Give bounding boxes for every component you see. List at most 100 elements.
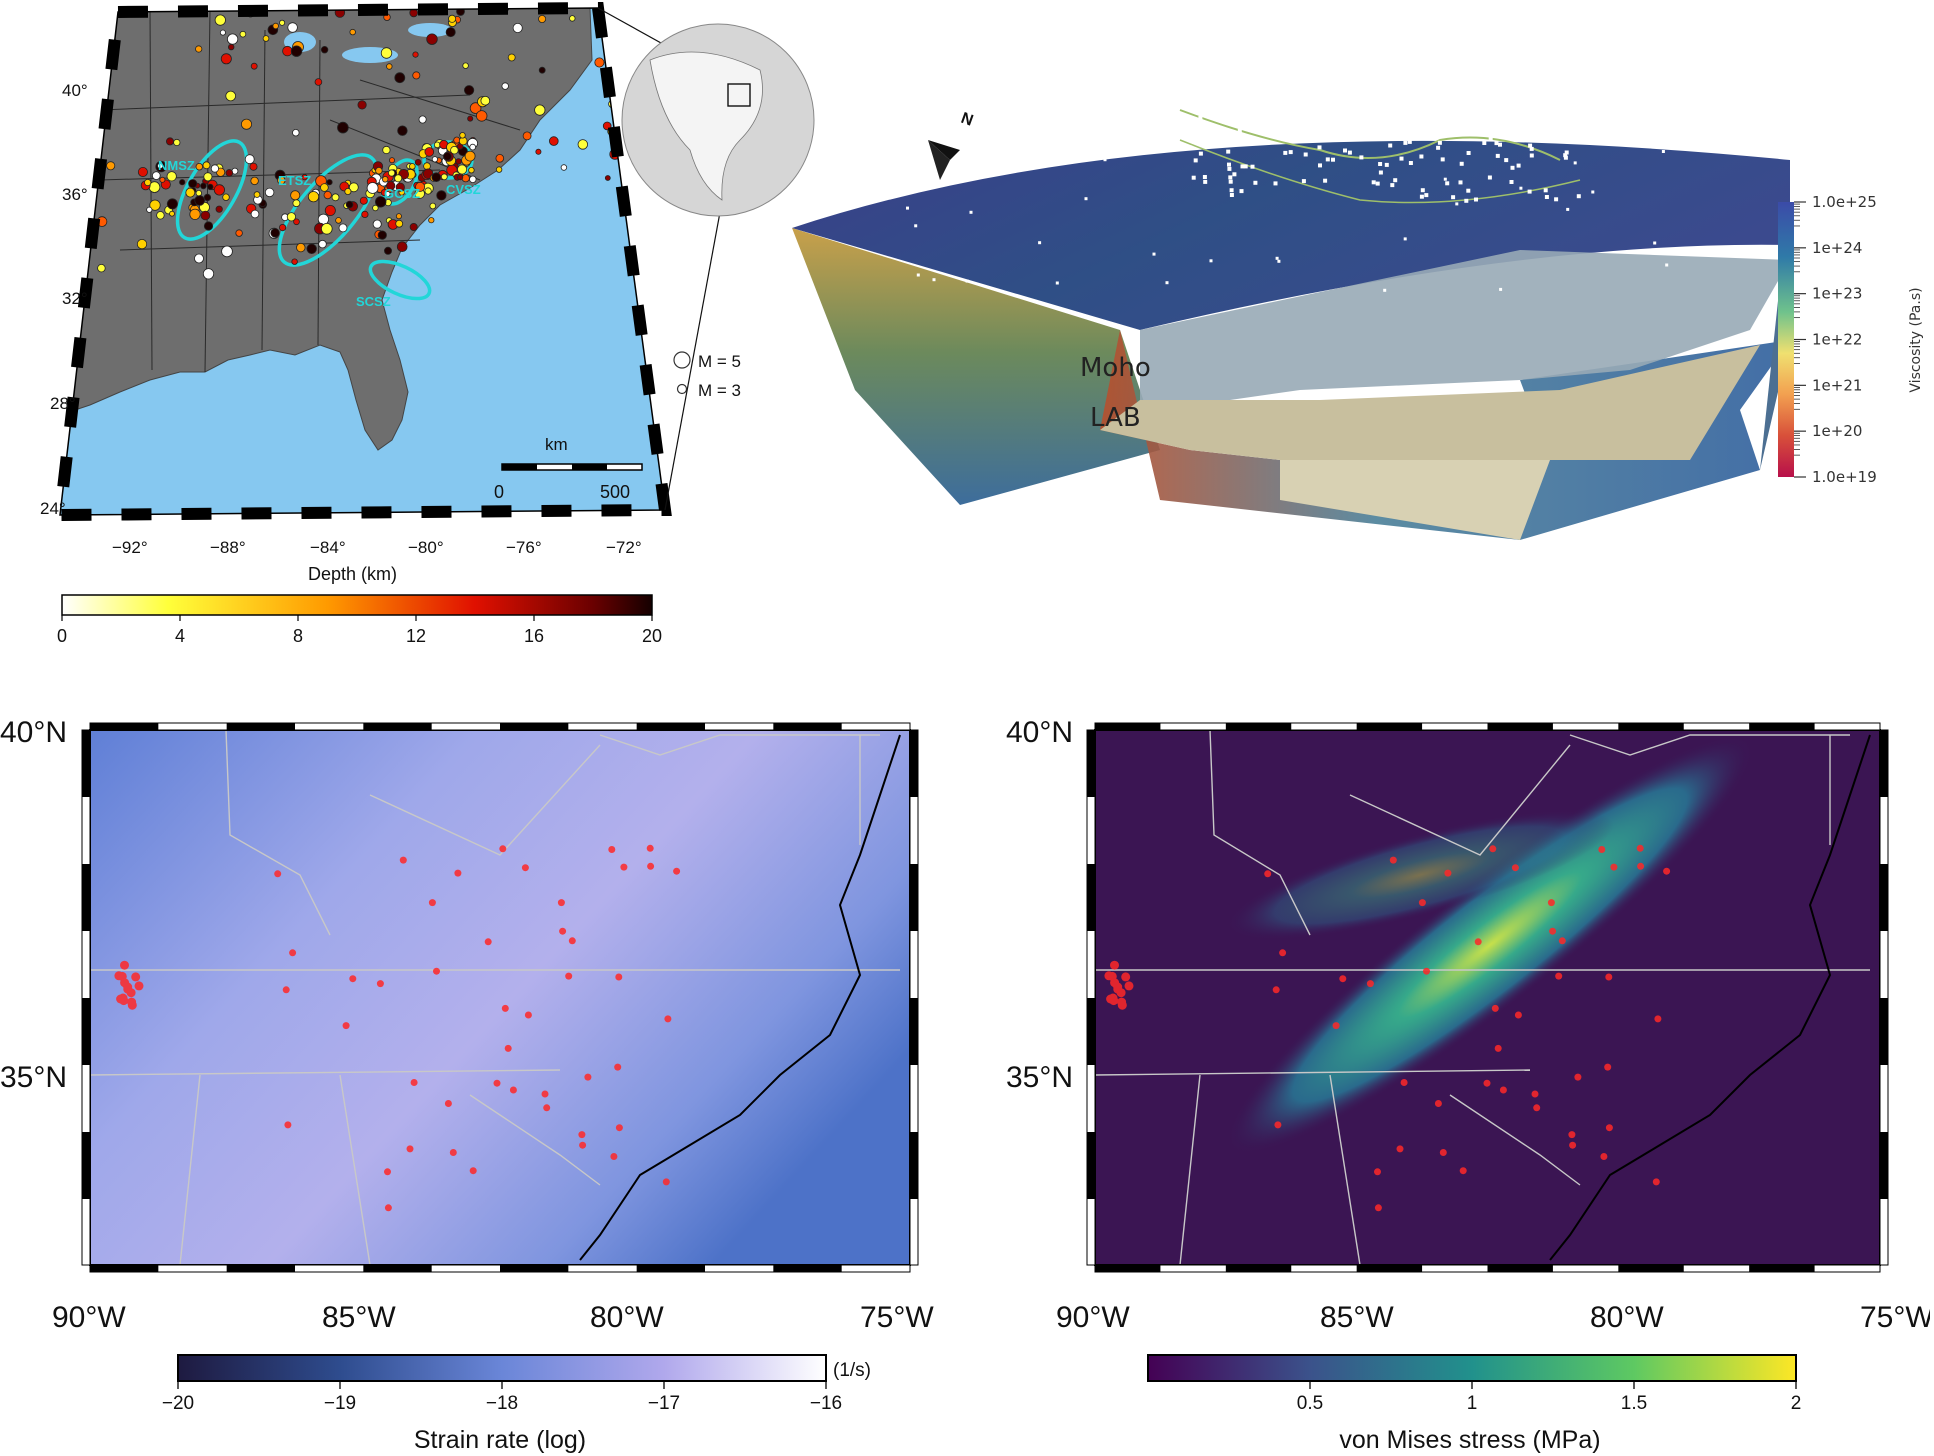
legend-m5: M = 5 <box>698 352 741 371</box>
earthquake-dot <box>1272 986 1280 994</box>
earthquake-dot <box>408 163 416 170</box>
earthquake-dot <box>253 191 261 198</box>
earthquake-dot <box>314 78 323 86</box>
earthquake-dot <box>445 27 456 38</box>
earthquake-dot <box>548 136 559 146</box>
panel-von-mises: 40°N 35°N 90°W 85°W 80°W 75°W 0.5 1 1.5 2 v… <box>970 715 1930 1455</box>
earthquake-dot <box>120 960 129 970</box>
earthquake-dot <box>543 1104 551 1112</box>
earthquake-dot <box>18 34 25 41</box>
surface-quake <box>1283 150 1288 155</box>
inset-extent-box <box>727 83 751 107</box>
earthquake-dot <box>366 182 379 194</box>
viscosity-colorbar-ticks: 1.0e+25 1e+24 1e+23 1e+22 1e+21 1e+20 1.0e+19 <box>1794 193 1877 486</box>
earthquake-dot <box>26 90 36 100</box>
earthquake-dot <box>1511 864 1519 872</box>
earthquake-dot <box>1605 973 1613 981</box>
surface-quake <box>1528 143 1533 148</box>
earthquake-dot <box>608 846 616 853</box>
surface-quake <box>1197 137 1202 142</box>
earthquake-dot <box>480 95 491 106</box>
surface-quake <box>1528 134 1533 139</box>
earthquake-dot <box>335 217 342 224</box>
earthquake-dot <box>507 53 516 62</box>
earthquake-dot <box>1396 1145 1404 1153</box>
surface-quake <box>1415 118 1420 123</box>
scalebar-start: 0 <box>494 482 504 502</box>
earthquake-dot <box>577 139 589 150</box>
surface-quake <box>1564 150 1569 155</box>
earthquake-dot <box>386 181 396 191</box>
surface-quake <box>1576 123 1580 128</box>
earthquake-dot <box>673 867 681 875</box>
surface-quake <box>1245 125 1250 130</box>
earthquake-dot <box>383 246 392 255</box>
surface-quake <box>1516 163 1521 168</box>
earthquake-dot <box>361 210 369 218</box>
lat-tick: 32° <box>62 289 88 308</box>
earthquake-dot <box>1494 1044 1502 1052</box>
earthquake-dot <box>323 191 332 200</box>
earthquake-dot <box>1514 1011 1522 1019</box>
earthquake-dot <box>524 1011 532 1019</box>
earthquake-dot <box>345 200 354 209</box>
earthquake-dot <box>469 175 477 183</box>
surface-quake <box>1419 154 1424 159</box>
von-mises-svg: 40°N 35°N 90°W 85°W 80°W 75°W 0.5 1 1.5 2 v… <box>1006 716 1930 1454</box>
earthquake-dot <box>646 844 654 852</box>
earthquake-dot <box>179 179 186 186</box>
earthquake-dot <box>504 1044 512 1052</box>
earthquake-dot <box>225 90 237 102</box>
earthquake-dot <box>469 102 482 114</box>
earthquake-dot <box>1423 967 1430 975</box>
surface-quake <box>1193 158 1198 163</box>
earthquake-dot <box>375 166 383 175</box>
earthquake-dot <box>318 239 327 249</box>
depth-tick: 12 <box>406 626 426 646</box>
earthquake-dot <box>424 187 432 195</box>
surface-quake <box>1239 189 1244 194</box>
earthquake-dot <box>431 172 442 183</box>
earthquake-dot <box>169 210 175 217</box>
earthquake-dot <box>454 869 462 877</box>
earthquake-dot <box>291 258 298 265</box>
earthquake-dot <box>270 228 280 238</box>
earthquake-dot <box>396 241 408 253</box>
lat-tick: 35°N <box>0 1061 67 1094</box>
earthquake-dot <box>342 1022 350 1030</box>
earthquake-dot <box>146 206 153 213</box>
surface-quake <box>1490 123 1495 128</box>
surface-quake <box>1378 170 1383 175</box>
earthquake-dot <box>468 166 475 174</box>
depth-tick: 0 <box>57 626 67 646</box>
earthquake-dot <box>320 183 329 192</box>
surface-quake <box>1509 180 1514 184</box>
earthquake-dot <box>1483 1079 1491 1087</box>
earthquake-dot <box>188 179 198 189</box>
earthquake-dot <box>382 176 389 183</box>
earthquake-dot <box>469 143 477 151</box>
earthquake-dot <box>250 176 259 186</box>
earthquake-dot <box>1121 972 1131 982</box>
earthquake-dot <box>569 15 576 22</box>
earthquake-dot <box>222 193 230 201</box>
earthquake-dot <box>522 131 532 141</box>
earthquake-dot <box>214 14 226 26</box>
earthquake-dot <box>320 223 333 235</box>
surface-quake <box>1535 112 1540 117</box>
surface-quake <box>1414 113 1419 118</box>
surface-quake <box>1459 161 1464 166</box>
surface-quakes <box>820 110 1669 292</box>
earthquake-dot <box>610 1153 618 1160</box>
earthquake-dot <box>461 174 470 183</box>
surface-quake <box>1407 139 1412 144</box>
earthquake-dot <box>137 166 148 177</box>
surface-quake <box>1403 140 1408 145</box>
cutaway-upper <box>1140 250 1790 400</box>
earthquake-dot <box>60 256 70 266</box>
earthquake-dot <box>1663 867 1671 875</box>
earthquake-dot <box>395 219 404 228</box>
lon-tick: −80° <box>408 538 444 557</box>
earthquake-dot <box>213 184 225 196</box>
earthquake-dot <box>127 997 137 1007</box>
